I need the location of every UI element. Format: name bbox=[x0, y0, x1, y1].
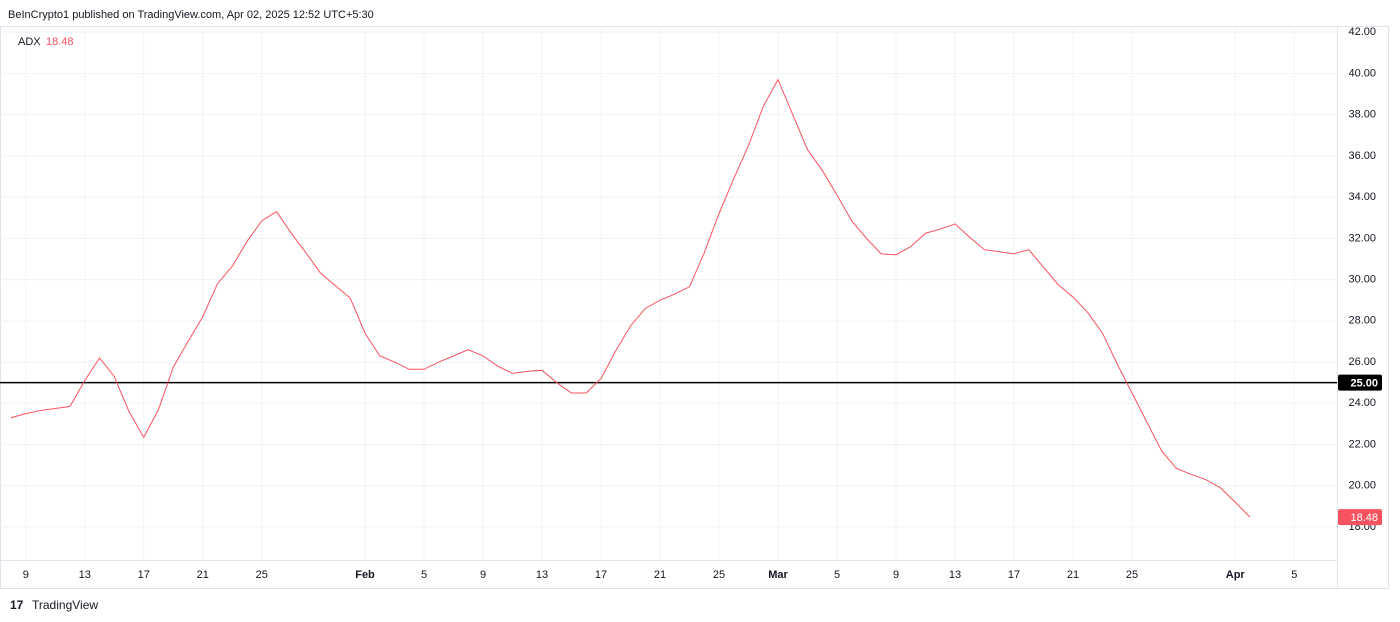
x-tick-label: 25 bbox=[256, 569, 268, 581]
x-tick-label: 13 bbox=[949, 569, 961, 581]
chart-frame bbox=[0, 26, 1389, 589]
x-tick-label: Apr bbox=[1226, 569, 1246, 581]
x-tick-label: 13 bbox=[536, 569, 548, 581]
grid bbox=[0, 26, 1337, 560]
y-tick-label: 42.00 bbox=[1348, 26, 1376, 38]
y-tick-label: 20.00 bbox=[1348, 480, 1376, 492]
x-tick-label: 25 bbox=[713, 569, 725, 581]
x-tick-label: 5 bbox=[421, 569, 427, 581]
y-tick-label: 22.00 bbox=[1348, 438, 1376, 450]
x-tick-label: Mar bbox=[768, 569, 788, 581]
x-tick-label: 5 bbox=[1291, 569, 1297, 581]
x-tick-label: 21 bbox=[654, 569, 666, 581]
footer-logo: 17 TradingView bbox=[10, 598, 98, 612]
x-tick-label: 17 bbox=[595, 569, 607, 581]
x-tick-label: Feb bbox=[355, 569, 375, 581]
level-tag bbox=[1338, 374, 1382, 391]
y-tick-label: 24.00 bbox=[1348, 397, 1376, 409]
y-tick-label: 32.00 bbox=[1348, 232, 1376, 244]
x-tick-label: 9 bbox=[480, 569, 486, 581]
legend-value: 18.48 bbox=[46, 36, 74, 48]
x-tick-label: 9 bbox=[893, 569, 899, 581]
y-tick-label: 26.00 bbox=[1348, 356, 1376, 368]
plot bbox=[0, 78, 1337, 518]
x-tick-label: 25 bbox=[1126, 569, 1138, 581]
x-tick-label: 17 bbox=[1008, 569, 1020, 581]
data-line bbox=[10, 78, 1251, 518]
y-tick-label: 28.00 bbox=[1348, 315, 1376, 327]
level-label: 25.00 bbox=[1350, 378, 1378, 390]
last-value-label: 18.48 bbox=[1350, 512, 1378, 524]
x-tick-label: 9 bbox=[23, 569, 29, 581]
y-tick-label: 30.00 bbox=[1348, 274, 1376, 286]
x-tick-label: 21 bbox=[197, 569, 209, 581]
x-tick-label: 13 bbox=[79, 569, 91, 581]
legend-name: ADX bbox=[18, 36, 41, 48]
footer-brand: TradingView bbox=[32, 598, 98, 612]
y-tick-label: 34.00 bbox=[1348, 191, 1376, 203]
last-value-tag bbox=[1338, 509, 1382, 526]
publish-header: BeInCrypto1 published on TradingView.com… bbox=[8, 9, 374, 21]
logo-mark: 17 bbox=[10, 598, 24, 612]
x-tick-label: 5 bbox=[834, 569, 840, 581]
y-tick-label: 36.00 bbox=[1348, 150, 1376, 162]
x-tick-label: 17 bbox=[138, 569, 150, 581]
y-tick-label: 38.00 bbox=[1348, 109, 1376, 121]
y-tick-label: 40.00 bbox=[1348, 67, 1376, 79]
x-tick-label: 21 bbox=[1067, 569, 1079, 581]
